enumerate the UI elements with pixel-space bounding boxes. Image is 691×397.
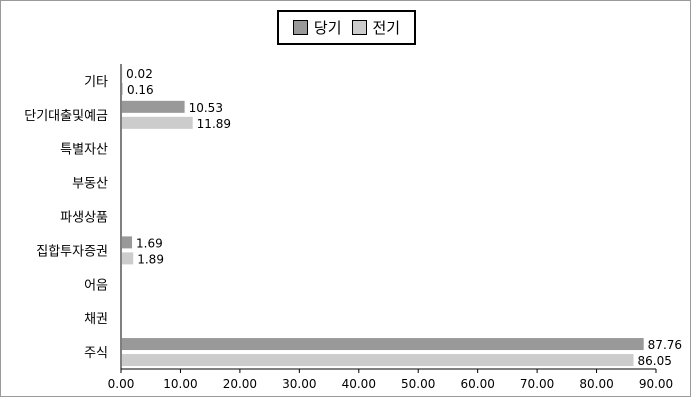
x-tick-label: 80.00: [579, 377, 613, 391]
category-label: 어음: [84, 278, 108, 293]
category-label: 부동산: [72, 177, 108, 192]
bar-current: [122, 338, 644, 351]
data-label: 1.69: [136, 236, 163, 250]
category-label: 채권: [84, 312, 108, 327]
legend: 당기 전기: [277, 10, 416, 45]
x-tick-label: 0.00: [108, 377, 135, 391]
bar-current: [122, 236, 133, 249]
data-label: 86.05: [638, 354, 672, 368]
legend-label-previous: 전기: [372, 19, 401, 37]
x-tick-label: 50.00: [401, 377, 435, 391]
data-label: 87.76: [648, 338, 682, 352]
bar-previous: [122, 354, 634, 367]
x-tick-label: 40.00: [342, 377, 376, 391]
bar-previous: [122, 252, 134, 265]
bar-previous: [122, 82, 123, 95]
x-tick-label: 30.00: [282, 377, 316, 391]
x-tick-label: 20.00: [223, 377, 257, 391]
category-label: 단기대출및예금: [24, 109, 108, 124]
legend-label-current: 당기: [313, 19, 342, 37]
data-label: 0.16: [127, 83, 154, 97]
x-tick-label: 90.00: [639, 377, 673, 391]
bar-previous: [122, 116, 193, 129]
legend-swatch-current: [292, 20, 308, 35]
category-label: 특별자산: [60, 143, 108, 158]
category-label: 집합투자증권: [36, 244, 108, 259]
data-label: 1.89: [137, 252, 164, 266]
data-label: 0.02: [126, 67, 153, 81]
x-tick-label: 60.00: [460, 377, 494, 391]
category-label: 주식: [84, 346, 108, 361]
bar-current: [122, 100, 185, 113]
x-tick-label: 10.00: [163, 377, 197, 391]
data-label: 11.89: [197, 117, 231, 131]
legend-item-previous: 전기: [351, 17, 401, 38]
legend-swatch-previous: [351, 20, 367, 35]
data-label: 10.53: [189, 101, 223, 115]
x-tick-label: 70.00: [520, 377, 554, 391]
category-label: 기타: [84, 75, 108, 90]
legend-item-current: 당기: [292, 17, 342, 38]
category-label: 파생상품: [60, 211, 108, 226]
